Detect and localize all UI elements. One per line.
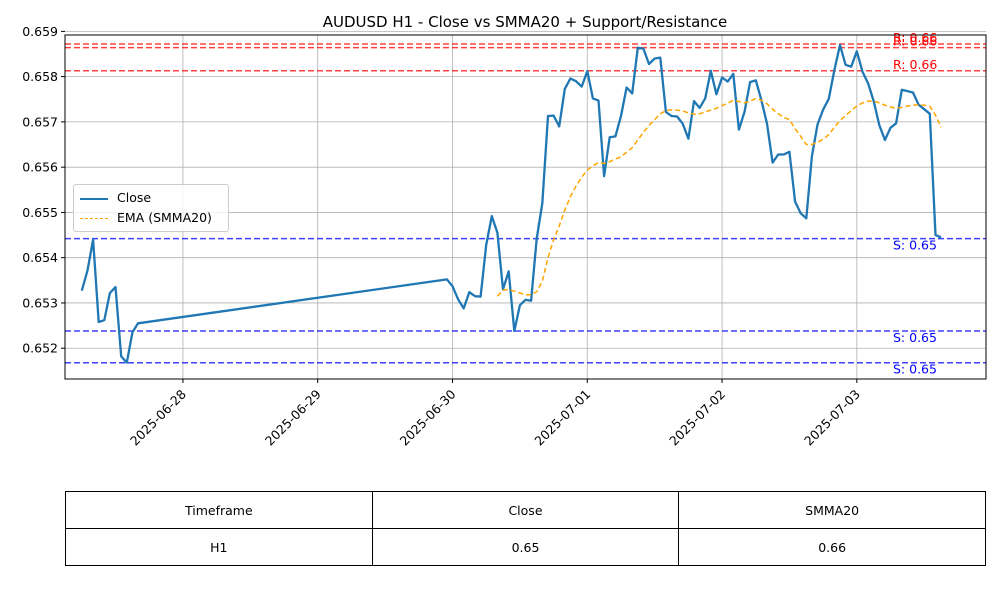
plot-area xyxy=(64,34,987,380)
x-axis: 2025-06-28 2025-06-29 2025-06-30 2025-07-01… xyxy=(127,379,863,448)
x-tick-label: 2025-07-01 xyxy=(531,387,593,449)
table-header-cell: Close xyxy=(371,491,680,529)
legend-item-smma: EMA (SMMA20) xyxy=(74,208,228,228)
support-resistance-lines xyxy=(65,43,986,364)
legend: Close EMA (SMMA20) xyxy=(73,184,229,232)
chart-title: AUDUSD H1 - Close vs SMMA20 + Support/Re… xyxy=(323,13,728,31)
support-label: S: 0.65 xyxy=(893,330,937,345)
close-series-line xyxy=(80,43,942,364)
y-tick-label: 0.655 xyxy=(22,205,58,220)
table-cell: H1 xyxy=(65,528,373,566)
y-tick-label: 0.659 xyxy=(22,24,58,39)
resistance-label: R: 0.66 xyxy=(893,34,937,49)
level-labels: R: 0.66R: 0.66R: 0.66S: 0.65S: 0.65S: 0.… xyxy=(893,30,937,377)
resistance-label: R: 0.66 xyxy=(893,30,937,45)
table-cell: 0.65 xyxy=(371,528,680,566)
y-tick-label: 0.656 xyxy=(22,160,58,175)
legend-swatch-close xyxy=(80,198,108,200)
table-row: H1 0.65 0.66 xyxy=(65,528,986,566)
legend-label-close: Close xyxy=(117,190,152,205)
y-tick-label: 0.658 xyxy=(22,69,58,84)
chart-canvas: AUDUSD H1 - Close vs SMMA20 + Support/Re… xyxy=(22,13,987,448)
x-tick-label: 2025-06-29 xyxy=(262,386,324,448)
support-label: S: 0.65 xyxy=(893,362,937,377)
summary-table: Timeframe Close SMMA20 H1 0.65 0.66 xyxy=(65,491,986,566)
table-cell: 0.66 xyxy=(678,528,986,566)
table-header-cell: Timeframe xyxy=(65,491,373,529)
y-axis: 0.652 0.653 0.654 0.655 0.656 0.657 0.658 0.659 xyxy=(22,24,65,356)
y-tick-label: 0.652 xyxy=(22,341,58,356)
resistance-label: R: 0.66 xyxy=(893,57,937,72)
x-tick-label: 2025-06-30 xyxy=(397,386,459,448)
legend-swatch-smma xyxy=(80,218,108,219)
grid-lines xyxy=(65,30,986,379)
x-tick-label: 2025-06-28 xyxy=(127,386,189,448)
support-label: S: 0.65 xyxy=(893,238,937,253)
series-lines xyxy=(80,43,942,364)
legend-item-close: Close xyxy=(74,188,228,208)
table-header-cell: SMMA20 xyxy=(678,491,986,529)
x-tick-label: 2025-07-03 xyxy=(801,387,863,449)
legend-label-smma: EMA (SMMA20) xyxy=(117,210,212,225)
y-tick-label: 0.657 xyxy=(22,114,58,129)
y-tick-label: 0.654 xyxy=(22,250,58,265)
y-tick-label: 0.653 xyxy=(22,295,58,310)
smma20-series-line xyxy=(496,97,942,297)
x-tick-label: 2025-07-02 xyxy=(666,387,728,449)
table-header-row: Timeframe Close SMMA20 xyxy=(65,491,986,529)
